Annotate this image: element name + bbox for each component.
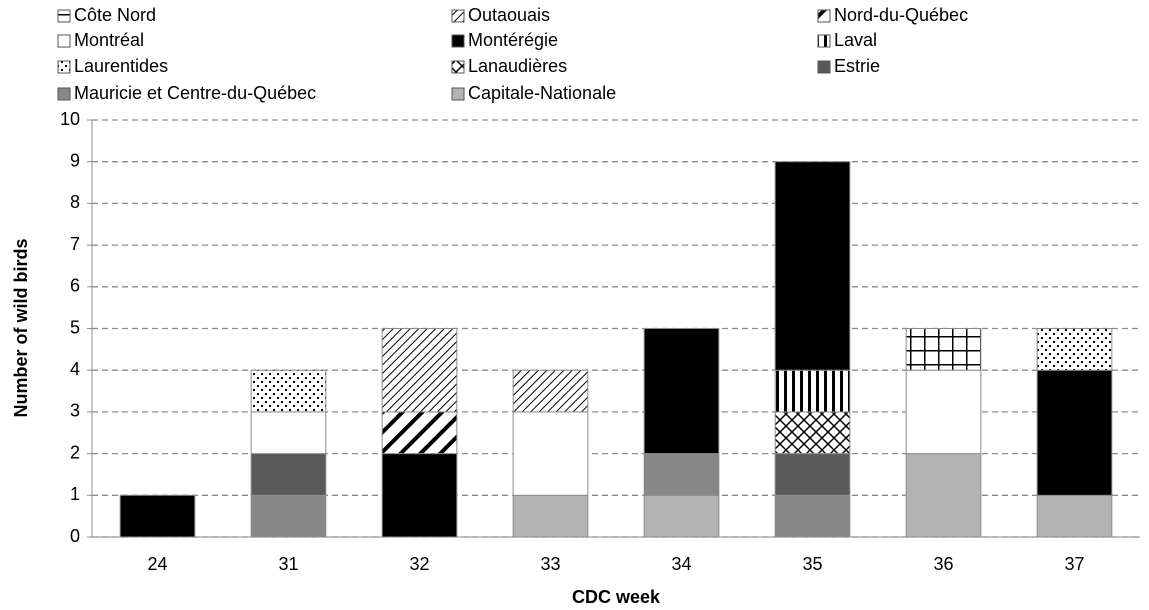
bar-segment — [250, 411, 327, 455]
bar-segment — [905, 453, 982, 538]
x-tick-label: 35 — [802, 554, 822, 574]
x-axis-title: CDC week — [572, 587, 661, 607]
legend-label: Capitale-Nationale — [468, 83, 616, 103]
bar-segment — [381, 453, 458, 538]
bar-segment — [643, 453, 720, 496]
y-axis-title: Number of wild birds — [11, 238, 31, 417]
bar-segment — [1036, 328, 1113, 371]
legend-label: Mauricie et Centre-du-Québec — [74, 83, 316, 103]
y-tick-label: 0 — [70, 526, 80, 546]
y-tick-label: 7 — [70, 234, 80, 254]
x-tick-label: 31 — [278, 554, 298, 574]
bar-segment — [381, 411, 458, 455]
legend-swatch — [451, 9, 465, 23]
bar-segment — [774, 369, 851, 413]
bar-segment — [643, 328, 720, 455]
x-tick-label: 32 — [409, 554, 429, 574]
bar-segment — [1036, 494, 1113, 538]
legend-swatch — [451, 87, 465, 101]
bar-segment — [774, 494, 851, 538]
bar-segment — [1036, 369, 1113, 496]
legend-swatch — [451, 60, 465, 74]
bar-segment — [905, 328, 982, 371]
y-tick-label: 3 — [70, 401, 80, 421]
legend-label: Nord-du-Québec — [834, 5, 968, 25]
legend-label: Estrie — [834, 56, 880, 76]
y-tick-label: 1 — [70, 484, 80, 504]
bar-segment — [381, 328, 458, 413]
y-tick-label: 6 — [70, 276, 80, 296]
legend-swatch — [57, 87, 71, 101]
bar-segment — [250, 369, 327, 413]
bar-segment — [250, 494, 327, 538]
bar-segment — [512, 494, 589, 538]
x-tick-label: 37 — [1064, 554, 1084, 574]
bar-segment — [774, 161, 851, 371]
y-tick-label: 2 — [70, 442, 80, 462]
bar-segment — [774, 411, 851, 455]
legend-swatch — [57, 34, 71, 48]
legend-label: Laval — [834, 30, 877, 50]
legend-swatch — [817, 9, 831, 23]
legend-label: Montérégie — [468, 30, 558, 50]
legend-swatch — [451, 34, 465, 48]
x-tick-label: 33 — [540, 554, 560, 574]
y-tick-label: 8 — [70, 192, 80, 212]
x-tick-label: 36 — [933, 554, 953, 574]
y-tick-label: 4 — [70, 359, 80, 379]
bar-segment — [119, 494, 196, 538]
bar-segment — [250, 453, 327, 496]
bar-segment — [512, 411, 589, 496]
x-tick-label: 24 — [147, 554, 167, 574]
legend-swatch — [57, 60, 71, 74]
y-tick-label: 9 — [70, 150, 80, 170]
legend-label: Lanaudières — [468, 56, 567, 76]
legend-label: Côte Nord — [74, 5, 156, 25]
legend-label: Montréal — [74, 30, 144, 50]
legend-swatch — [57, 9, 71, 23]
bar-segment — [905, 369, 982, 455]
x-tick-label: 34 — [671, 554, 691, 574]
legend-label: Outaouais — [468, 5, 550, 25]
legend-swatch — [817, 60, 831, 74]
y-tick-label: 10 — [60, 109, 80, 129]
bar-segment — [512, 369, 589, 413]
legend-swatch — [817, 34, 831, 48]
bar-segment — [774, 453, 851, 496]
bar-segment — [643, 494, 720, 538]
y-tick-label: 5 — [70, 317, 80, 337]
legend-label: Laurentides — [74, 56, 168, 76]
